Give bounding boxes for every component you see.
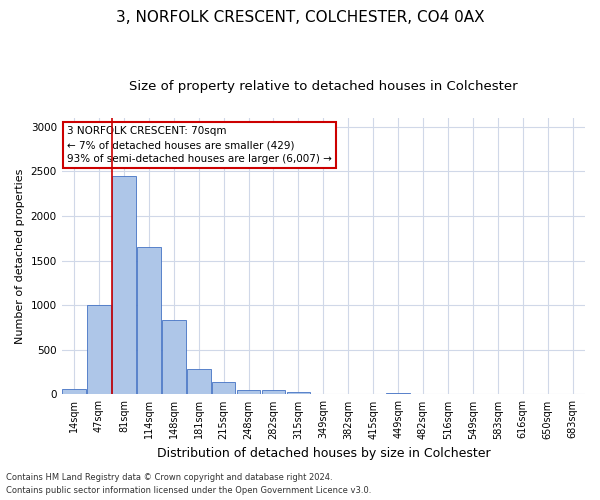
Bar [112, 176, 136, 394]
Text: Contains HM Land Registry data © Crown copyright and database right 2024.
Contai: Contains HM Land Registry data © Crown c… [6, 474, 371, 495]
Bar [287, 392, 310, 394]
Bar [386, 392, 410, 394]
Bar [187, 369, 211, 394]
Title: Size of property relative to detached houses in Colchester: Size of property relative to detached ho… [129, 80, 518, 93]
Y-axis label: Number of detached properties: Number of detached properties [15, 168, 25, 344]
Bar [137, 247, 161, 394]
Bar [212, 382, 235, 394]
X-axis label: Distribution of detached houses by size in Colchester: Distribution of detached houses by size … [157, 447, 490, 460]
Bar [87, 305, 111, 394]
Text: 3 NORFOLK CRESCENT: 70sqm
← 7% of detached houses are smaller (429)
93% of semi-: 3 NORFOLK CRESCENT: 70sqm ← 7% of detach… [67, 126, 332, 164]
Text: 3, NORFOLK CRESCENT, COLCHESTER, CO4 0AX: 3, NORFOLK CRESCENT, COLCHESTER, CO4 0AX [116, 10, 484, 25]
Bar [162, 320, 185, 394]
Bar [262, 390, 286, 394]
Bar [237, 390, 260, 394]
Bar [62, 389, 86, 394]
